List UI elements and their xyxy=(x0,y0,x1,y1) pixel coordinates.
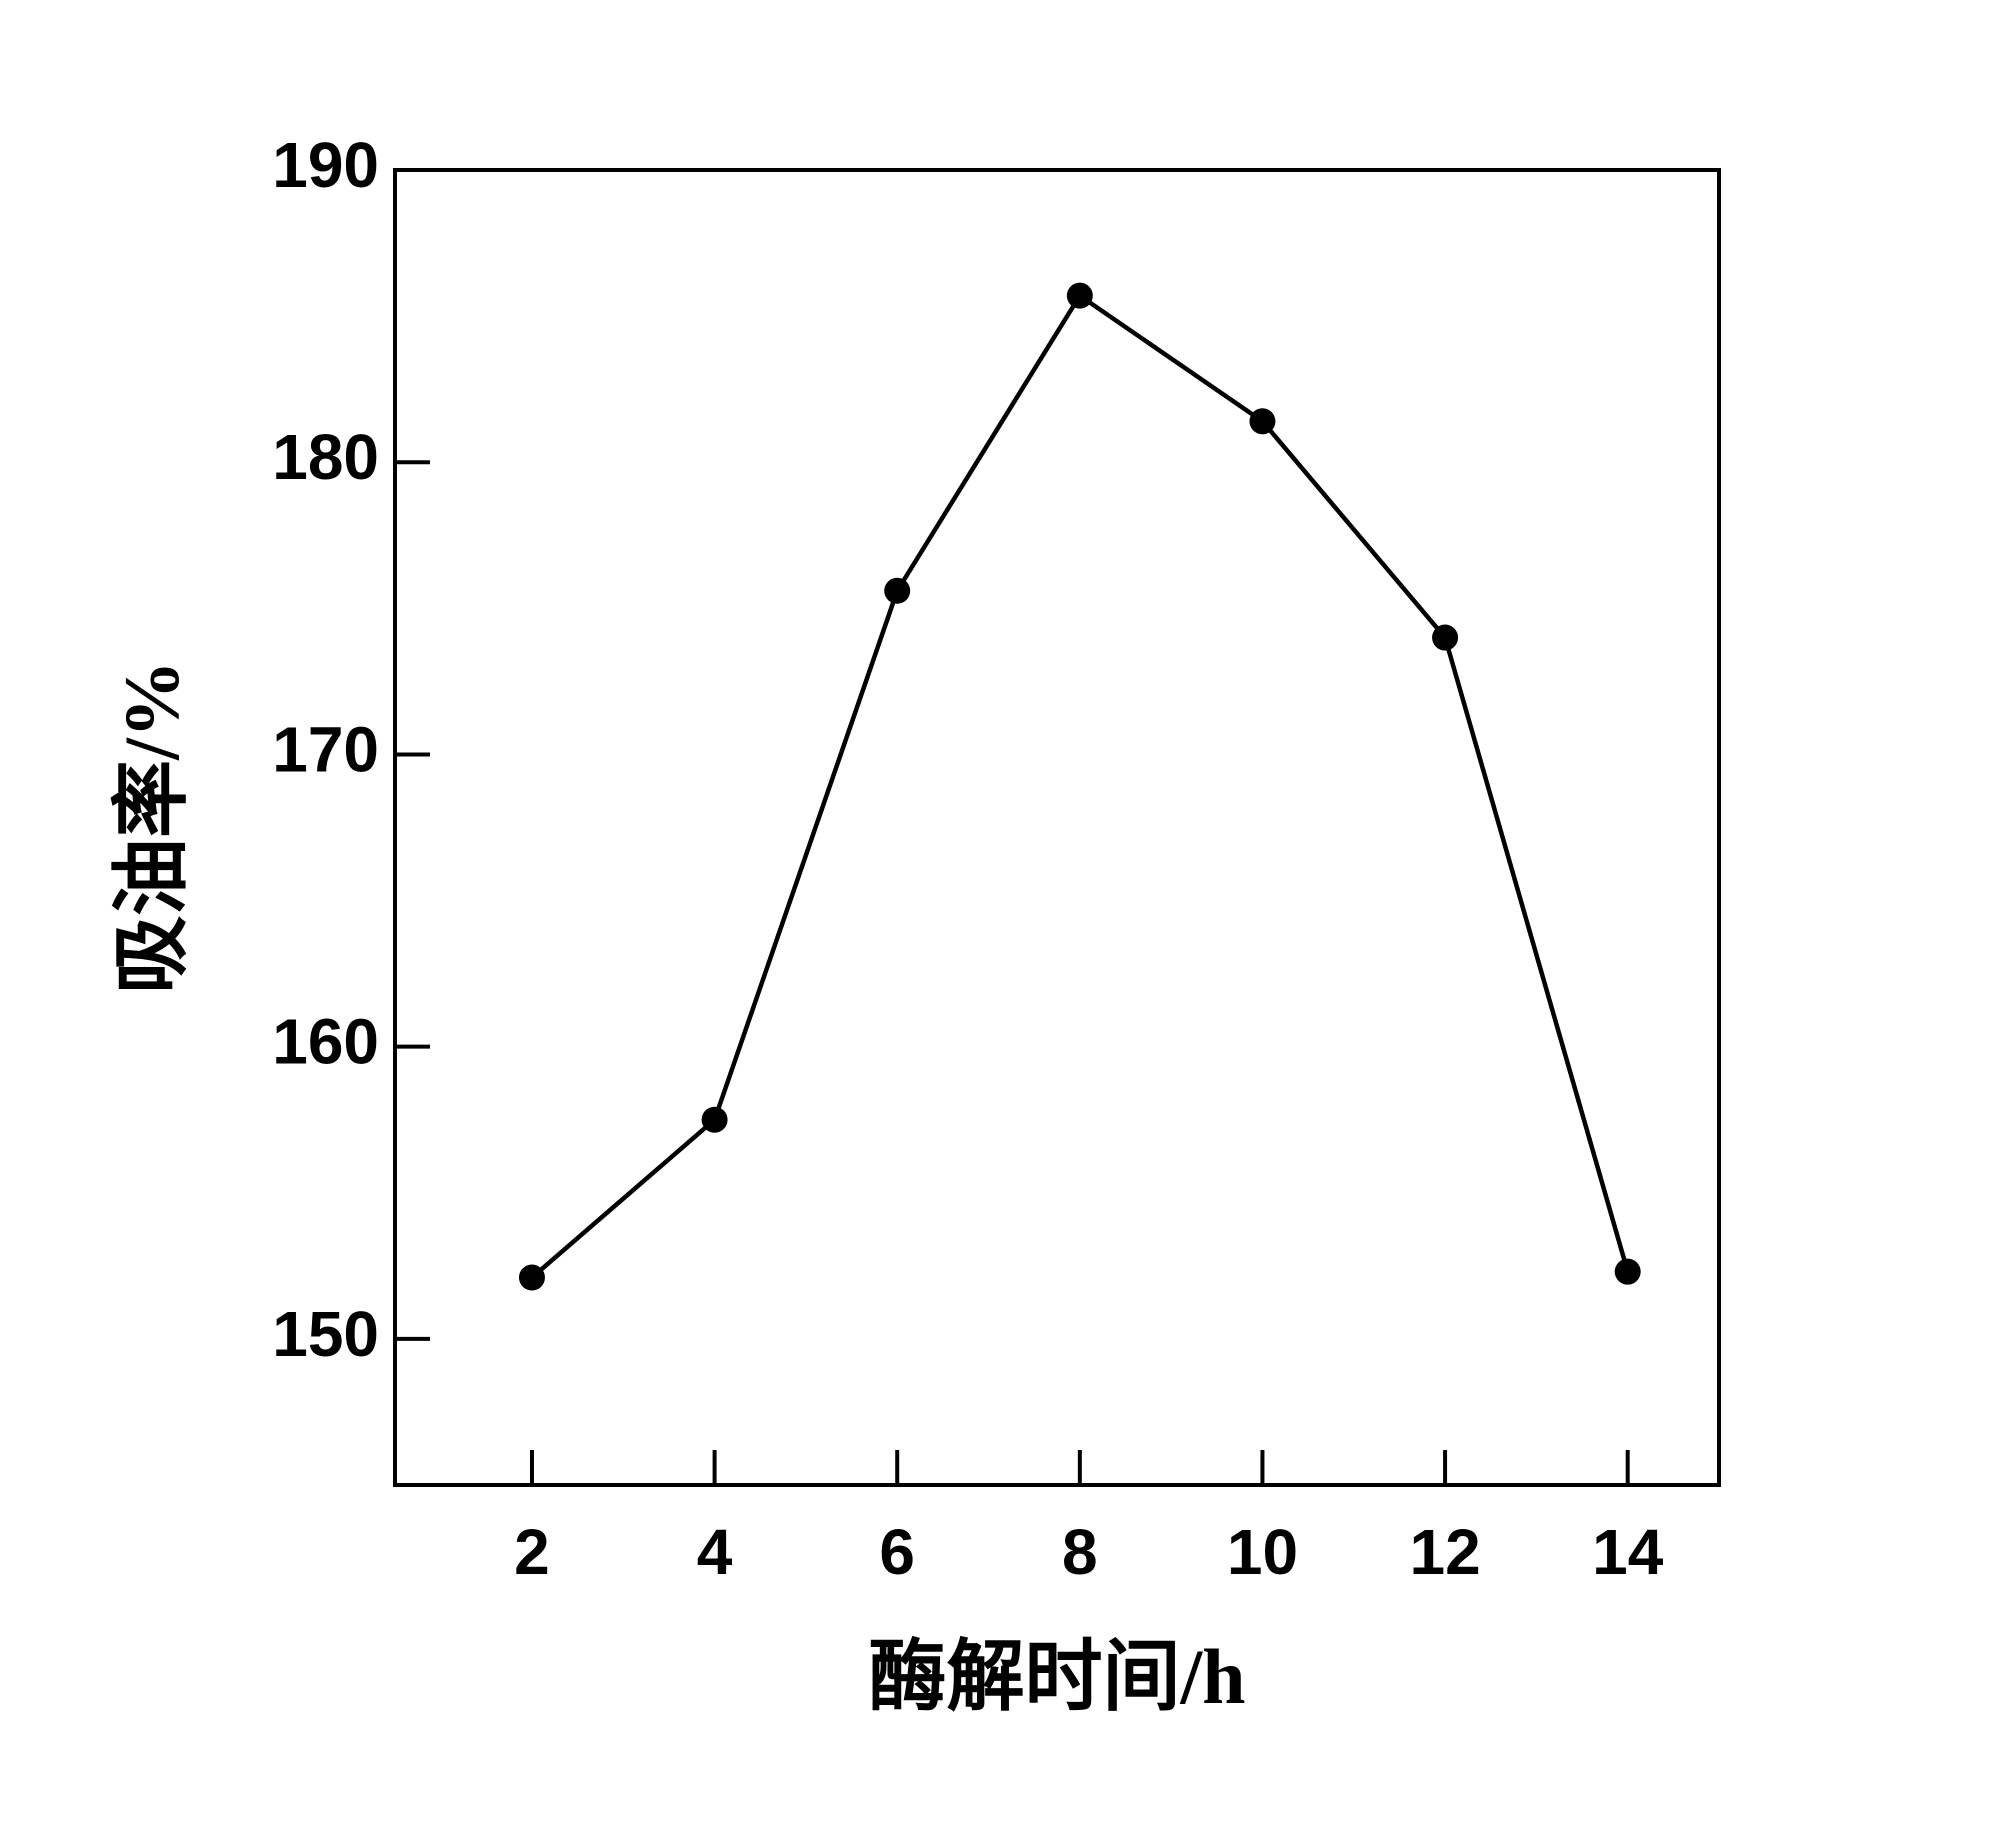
point xyxy=(1249,408,1276,435)
x-tick-label: 14 xyxy=(1592,1516,1664,1588)
x-tick-label: 12 xyxy=(1409,1516,1480,1588)
y-tick-label: 170 xyxy=(272,713,379,785)
y-tick-label: 160 xyxy=(272,1006,379,1078)
x-tick-label: 8 xyxy=(1062,1516,1098,1588)
point xyxy=(1066,282,1093,309)
point xyxy=(884,577,911,604)
x-axis-label: 酶解时间/h xyxy=(868,1633,1245,1720)
y-tick-label: 180 xyxy=(272,421,379,493)
x-tick-label: 2 xyxy=(514,1516,550,1588)
point xyxy=(1614,1258,1641,1285)
line xyxy=(530,292,1630,1280)
x-tick-label: 6 xyxy=(879,1516,915,1588)
y-tick-label: 190 xyxy=(272,129,379,201)
x-tick-label: 10 xyxy=(1227,1516,1298,1588)
point xyxy=(518,1264,545,1291)
y-axis-label: 吸油率/% xyxy=(108,660,195,994)
point xyxy=(701,1106,728,1133)
y-tick-label: 150 xyxy=(272,1298,379,1370)
point xyxy=(1432,624,1459,651)
x-tick-label: 4 xyxy=(697,1516,733,1588)
plot-frame xyxy=(393,168,1721,1487)
